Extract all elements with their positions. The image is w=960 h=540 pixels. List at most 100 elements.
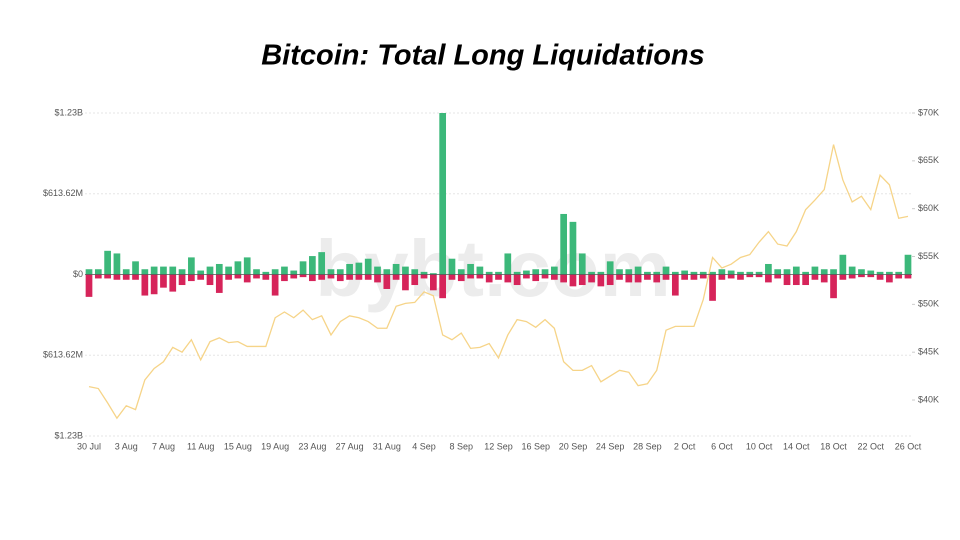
bar [597, 274, 605, 287]
bar [671, 274, 679, 296]
bar [774, 274, 782, 279]
bar [699, 271, 707, 275]
bar [439, 274, 447, 299]
bar [718, 269, 726, 275]
bar [225, 266, 232, 275]
bar [690, 274, 698, 280]
x-tick-label: 6 Oct [711, 441, 733, 451]
bar [160, 274, 167, 288]
bar [560, 274, 567, 283]
bar [523, 270, 530, 275]
bar [532, 269, 540, 275]
bar [634, 266, 642, 275]
bar [411, 274, 419, 286]
bar [625, 274, 633, 283]
bar [169, 266, 177, 275]
bar [355, 274, 363, 280]
bar [904, 274, 912, 279]
bar [588, 274, 595, 283]
bar [113, 253, 121, 275]
bar [513, 271, 521, 275]
bar [495, 271, 502, 275]
bar [392, 274, 400, 280]
x-tick-label: 8 Sep [450, 441, 474, 451]
bar [299, 274, 307, 278]
bar [532, 274, 540, 282]
bar [569, 274, 577, 287]
bar [150, 274, 158, 295]
bar [820, 269, 828, 275]
bar [802, 274, 809, 286]
bar [457, 269, 465, 275]
bar [606, 261, 614, 275]
bar [197, 274, 205, 280]
bar [709, 271, 716, 275]
bar [839, 254, 847, 275]
bar [309, 256, 316, 275]
x-tick-label: 24 Sep [596, 441, 625, 451]
bar [820, 274, 828, 283]
bar [485, 274, 493, 283]
bar [578, 274, 586, 286]
bar [243, 257, 251, 275]
bar [811, 266, 819, 275]
x-tick-label: 15 Aug [224, 441, 252, 451]
bar [327, 269, 335, 275]
bar [234, 274, 242, 279]
bar [253, 269, 260, 275]
bar [895, 274, 903, 279]
bar [457, 274, 465, 282]
bar [671, 271, 679, 275]
x-tick-label: 19 Aug [261, 441, 289, 451]
bar [765, 274, 772, 283]
bar [616, 274, 623, 280]
bar [848, 266, 856, 275]
bar [578, 253, 586, 275]
y-tick-label: $0 [73, 269, 83, 279]
x-tick-label: 31 Aug [373, 441, 401, 451]
bar [811, 274, 819, 280]
bar [727, 274, 735, 279]
x-tick-label: 18 Oct [820, 441, 847, 451]
bar [681, 274, 688, 280]
bar [709, 274, 716, 301]
bar [290, 270, 298, 275]
bar [383, 274, 391, 289]
bar [690, 271, 698, 275]
bar [495, 274, 502, 280]
bar [653, 271, 661, 275]
bar [336, 274, 344, 282]
bar [839, 274, 847, 280]
x-tick-label: 11 Aug [187, 441, 214, 451]
bar [886, 274, 893, 283]
bar [541, 274, 549, 279]
bar [867, 274, 875, 278]
x-tick-label: 26 Oct [895, 441, 922, 451]
x-tick-label: 28 Sep [633, 441, 662, 451]
bar [541, 269, 549, 275]
bar [364, 274, 372, 280]
bar [364, 258, 372, 275]
x-tick-label: 12 Sep [484, 441, 513, 451]
bar [178, 274, 186, 286]
bar [513, 274, 521, 286]
x-tick-label: 10 Oct [746, 441, 773, 451]
bar [588, 271, 595, 275]
bar [122, 269, 130, 275]
bar [858, 269, 865, 275]
bar [318, 274, 326, 280]
bar [336, 269, 344, 275]
x-tick-label: 27 Aug [336, 441, 364, 451]
bar [737, 274, 744, 280]
bar [830, 274, 837, 299]
bar [792, 274, 800, 286]
bar [569, 221, 577, 275]
bar [644, 271, 651, 275]
bar [104, 250, 111, 275]
x-tick-label: 23 Aug [298, 441, 326, 451]
bar [448, 274, 456, 280]
bar [783, 269, 791, 275]
bar [606, 274, 614, 286]
bar [85, 269, 93, 275]
